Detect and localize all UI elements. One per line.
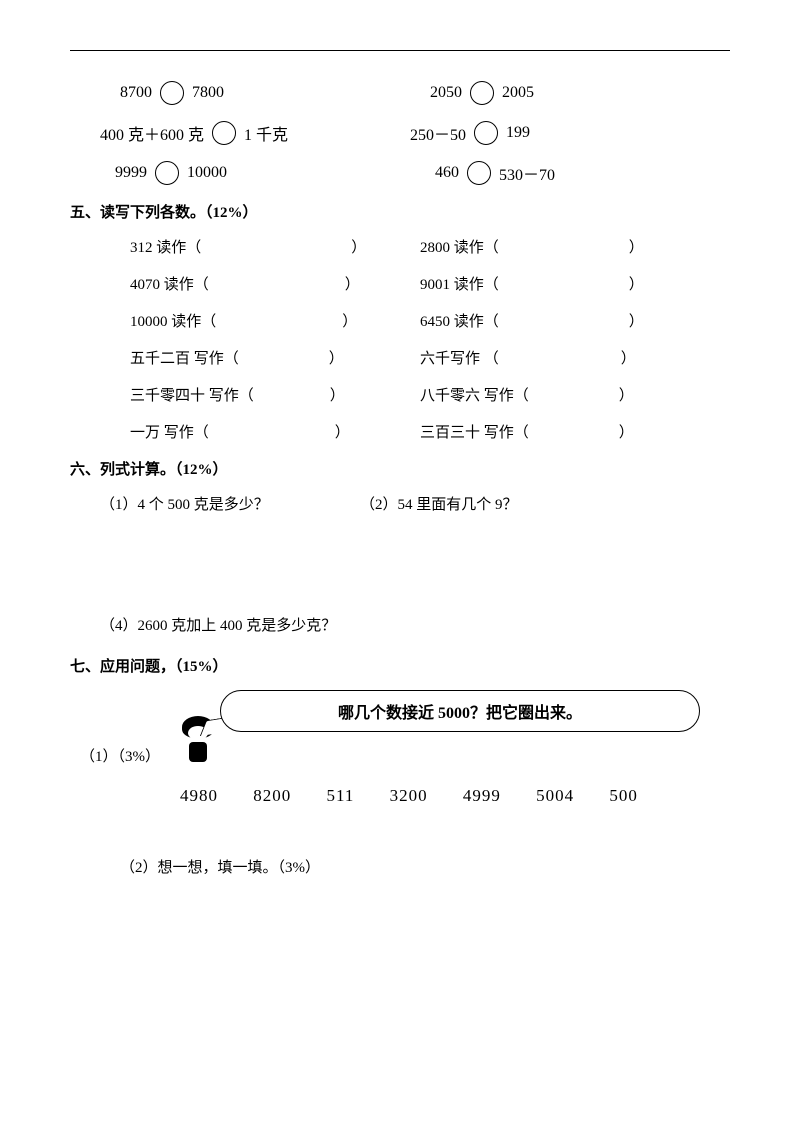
rw-label: 一万 写作（ <box>130 421 209 442</box>
rw-close: ） <box>342 310 357 331</box>
rw-close: ） <box>329 347 344 368</box>
compare-value: 460 <box>435 164 459 182</box>
rw-close: ） <box>629 273 644 294</box>
compare-row: 400 克＋600 克 1 千克 250－50 199 <box>70 121 730 145</box>
rw-row: 312 读作（ ） 2800 读作（ ） <box>130 236 730 257</box>
number-option[interactable]: 5004 <box>536 786 574 805</box>
compare-value: 10000 <box>187 164 227 182</box>
read-write-block: 312 读作（ ） 2800 读作（ ） 4070 读作（ ） 9001 读作（ ） 1… <box>70 236 730 442</box>
q6-row: （1）4 个 500 克是多少？ （2）54 里面有几个 9？ <box>100 493 730 514</box>
compare-value: 8700 <box>120 84 152 102</box>
rw-close: ） <box>629 310 644 331</box>
blank-circle[interactable] <box>155 161 179 185</box>
q7-1-label: （1）（3%） <box>80 741 160 766</box>
rw-label: 6450 读作（ <box>420 310 499 331</box>
numbers-row: 4980 8200 511 3200 4999 5004 500 <box>80 786 730 806</box>
number-option[interactable]: 4999 <box>463 786 501 805</box>
rw-row: 三千零四十 写作（ ） 八千零六 写作（ ） <box>130 384 730 405</box>
section6-header: 六、列式计算。（12%） <box>70 458 730 479</box>
rw-close: ） <box>629 236 644 257</box>
number-option[interactable]: 4980 <box>180 786 218 805</box>
q6-q4: （4）2600 克加上 400 克是多少克？ <box>70 614 730 635</box>
rw-close: ） <box>335 421 350 442</box>
speech-area: （1）（3%） 哪几个数接近 5000？把它圈出来。 <box>80 690 730 766</box>
compare-value: 2050 <box>430 84 462 102</box>
blank-circle[interactable] <box>160 81 184 105</box>
compare-block: 8700 7800 2050 2005 400 克＋600 克 1 千克 250… <box>70 81 730 185</box>
rw-label: 10000 读作（ <box>130 310 216 331</box>
rw-label: 五千二百 写作（ <box>130 347 239 368</box>
compare-left: 400 克＋600 克 1 千克 <box>100 121 410 145</box>
rw-label: 312 读作（ <box>130 236 201 257</box>
q7-block: （1）（3%） 哪几个数接近 5000？把它圈出来。 4980 8200 511… <box>70 690 730 877</box>
rw-label: 2800 读作（ <box>420 236 499 257</box>
rw-row: 五千二百 写作（ ） 六千写作 （ ） <box>130 347 730 368</box>
compare-right: 250－50 199 <box>410 121 530 145</box>
rw-row: 4070 读作（ ） 9001 读作（ ） <box>130 273 730 294</box>
number-option[interactable]: 500 <box>609 786 638 805</box>
compare-left: 8700 7800 <box>120 81 430 105</box>
rw-close: ） <box>345 273 360 294</box>
compare-value: 2005 <box>502 84 534 102</box>
blank-circle[interactable] <box>212 121 236 145</box>
blank-circle[interactable] <box>467 161 491 185</box>
q7-2: （2）想一想，填一填。（3%） <box>80 856 730 877</box>
compare-value: 9999 <box>115 164 147 182</box>
rw-label: 9001 读作（ <box>420 273 499 294</box>
rw-close: ） <box>619 421 634 442</box>
compare-row: 8700 7800 2050 2005 <box>70 81 730 105</box>
section5-header: 五、读写下列各数。（12%） <box>70 201 730 222</box>
rw-row: 一万 写作（ ） 三百三十 写作（ ） <box>130 421 730 442</box>
rw-label: 八千零六 写作（ <box>420 384 529 405</box>
header-rule <box>70 50 730 51</box>
compare-left: 9999 10000 <box>115 161 425 185</box>
rw-label: 六千写作 （ <box>420 347 499 368</box>
q6-q1: （1）4 个 500 克是多少？ <box>100 493 360 514</box>
number-option[interactable]: 8200 <box>253 786 291 805</box>
compare-value: 530－70 <box>499 161 555 185</box>
compare-value: 1 千克 <box>244 121 288 145</box>
q6-block: （1）4 个 500 克是多少？ （2）54 里面有几个 9？ <box>70 493 730 514</box>
compare-right: 2050 2005 <box>430 81 534 105</box>
rw-close: ） <box>330 384 345 405</box>
compare-row: 9999 10000 460 530－70 <box>70 161 730 185</box>
compare-right: 460 530－70 <box>425 161 555 185</box>
rw-close: ） <box>621 347 636 368</box>
compare-value: 199 <box>506 124 530 142</box>
number-option[interactable]: 3200 <box>390 786 428 805</box>
compare-value: 400 克＋600 克 <box>100 121 204 145</box>
q6-q2: （2）54 里面有几个 9？ <box>360 493 518 514</box>
rw-row: 10000 读作（ ） 6450 读作（ ） <box>130 310 730 331</box>
compare-value: 250－50 <box>410 121 466 145</box>
rw-label: 三千零四十 写作（ <box>130 384 254 405</box>
rw-label: 三百三十 写作（ <box>420 421 529 442</box>
rw-close: ） <box>351 236 366 257</box>
bubble-text: 哪几个数接近 5000？把它圈出来。 <box>338 699 582 723</box>
blank-circle[interactable] <box>470 81 494 105</box>
compare-value: 7800 <box>192 84 224 102</box>
section7-header: 七、应用问题，（15%） <box>70 655 730 676</box>
rw-label: 4070 读作（ <box>130 273 209 294</box>
blank-circle[interactable] <box>474 121 498 145</box>
speech-bubble: 哪几个数接近 5000？把它圈出来。 <box>220 690 700 732</box>
number-option[interactable]: 511 <box>327 786 355 805</box>
rw-close: ） <box>619 384 634 405</box>
